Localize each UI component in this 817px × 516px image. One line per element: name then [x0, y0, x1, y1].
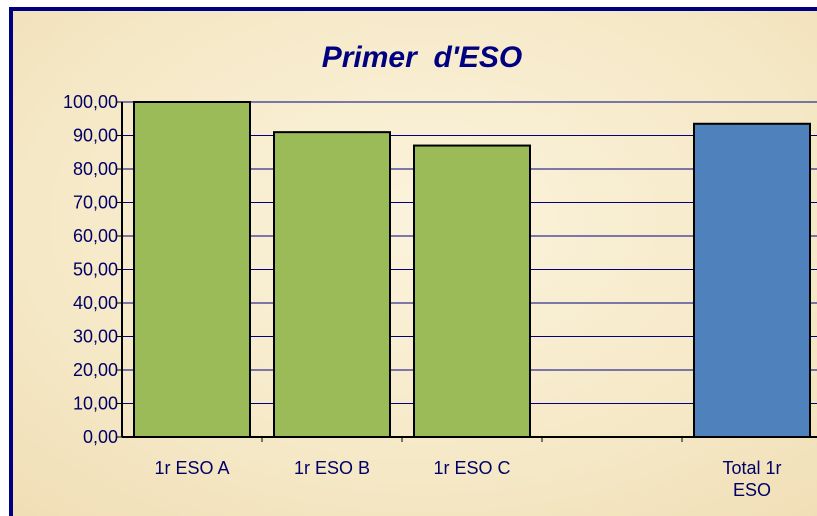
x-tick-label: 1r ESO A: [154, 458, 230, 478]
y-tick-label: 40,00: [73, 293, 118, 313]
bar: [693, 122, 811, 439]
x-tick-label: 1r ESO B: [293, 458, 371, 478]
bar: [133, 101, 251, 438]
bar: [413, 144, 531, 439]
y-tick-label: 20,00: [73, 360, 118, 380]
y-tick-label: 50,00: [73, 259, 118, 279]
y-tick-label: 70,00: [73, 192, 118, 212]
x-tick-label: Total 1r ESO: [722, 458, 782, 500]
y-tick-label: 80,00: [73, 159, 118, 179]
y-tick-label: 10,00: [73, 393, 118, 413]
y-tick-label: 60,00: [73, 226, 118, 246]
y-tick-label: 100,00: [63, 92, 118, 112]
bar: [273, 131, 391, 438]
y-tick-label: 30,00: [73, 326, 118, 346]
y-tick-label: 0,00: [83, 427, 118, 447]
y-tick-label: 90,00: [73, 125, 118, 145]
chart-title: Primer d'ESO: [322, 41, 523, 74]
x-tick-label: 1r ESO C: [433, 458, 511, 478]
